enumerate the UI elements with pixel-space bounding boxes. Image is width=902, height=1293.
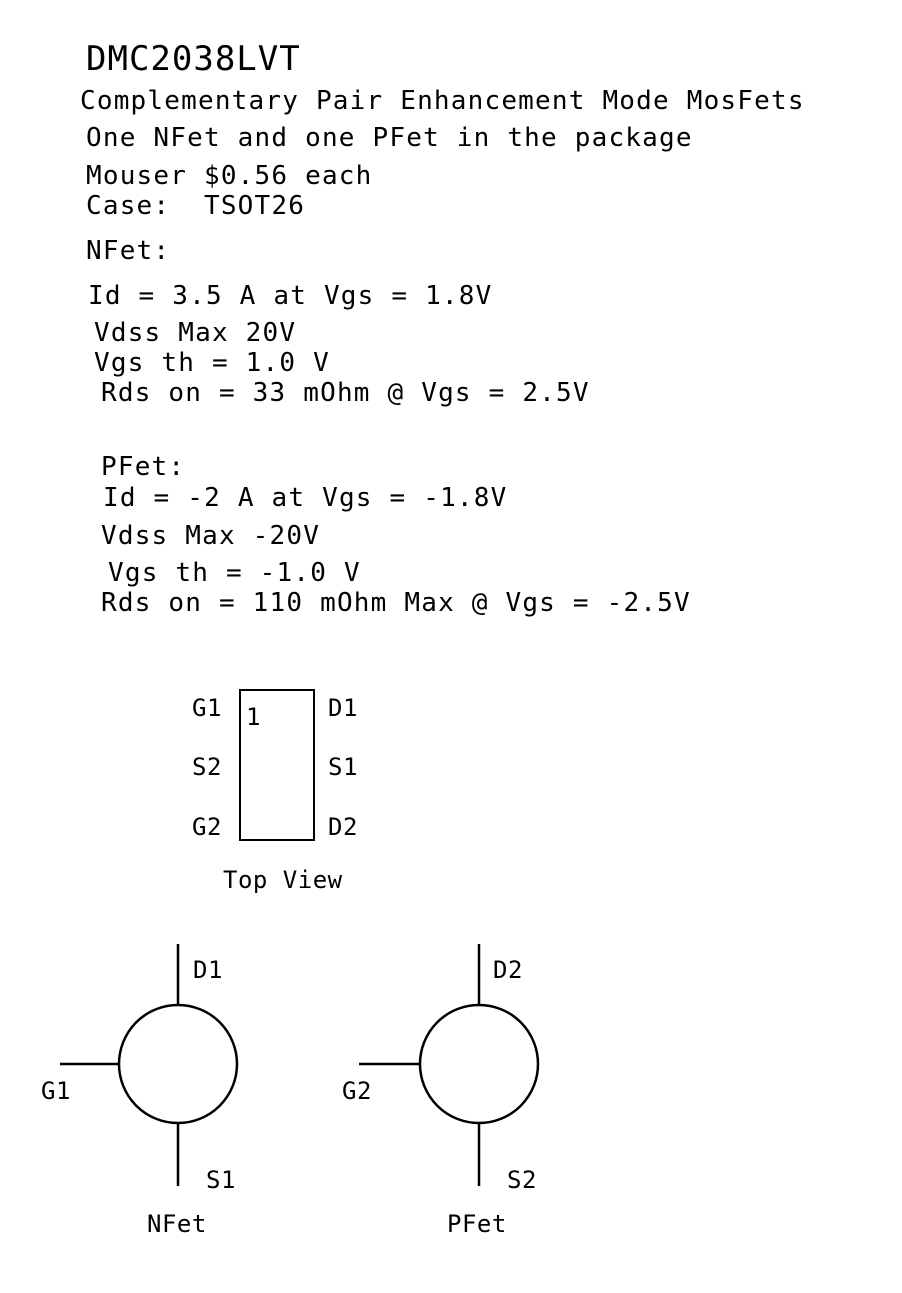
case-note: Case: TSOT26 (86, 191, 306, 221)
pfet-rds-on-spec: Rds on = 110 mOhm Max @ Vgs = -2.5V (101, 588, 691, 618)
pfet-vgs-th-spec: Vgs th = -1.0 V (108, 558, 361, 588)
package-pin-g2: G2 (192, 813, 222, 841)
nfet-vdss-spec: Vdss Max 20V (94, 318, 297, 348)
pin1-marker: 1 (246, 703, 261, 731)
pfet-body-circle (418, 1003, 540, 1125)
pfet-vdss-spec: Vdss Max -20V (101, 521, 321, 551)
pfet-source-label: S2 (507, 1166, 537, 1194)
package-pin-d1: D1 (328, 694, 358, 722)
part-description: Complementary Pair Enhancement Mode MosF… (80, 86, 805, 116)
nfet-id-spec: Id = 3.5 A at Vgs = 1.8V (88, 281, 493, 311)
package-outline (239, 689, 315, 841)
nfet-gate-label: G1 (41, 1077, 71, 1105)
nfet-drain-label: D1 (193, 956, 223, 984)
nfet-source-label: S1 (206, 1166, 236, 1194)
package-pin-s2: S2 (192, 753, 222, 781)
nfet-caption: NFet (147, 1210, 207, 1238)
package-pin-g1: G1 (192, 694, 222, 722)
package-caption: Top View (223, 866, 343, 894)
pfet-caption: PFet (447, 1210, 507, 1238)
pfet-heading: PFet: (101, 452, 186, 482)
package-pin-d2: D2 (328, 813, 358, 841)
pfet-drain-label: D2 (493, 956, 523, 984)
package-pin-s1: S1 (328, 753, 358, 781)
pfet-gate-label: G2 (342, 1077, 372, 1105)
nfet-body-circle (117, 1003, 239, 1125)
nfet-heading: NFet: (86, 236, 171, 266)
pfet-symbol (359, 944, 540, 1186)
nfet-rds-on-spec: Rds on = 33 mOhm @ Vgs = 2.5V (101, 378, 590, 408)
package-note: One NFet and one PFet in the package (86, 123, 693, 153)
price-note: Mouser $0.56 each (86, 161, 373, 191)
nfet-vgs-th-spec: Vgs th = 1.0 V (94, 348, 330, 378)
part-number: DMC2038LVT (86, 39, 301, 79)
pfet-id-spec: Id = -2 A at Vgs = -1.8V (103, 483, 508, 513)
nfet-symbol (60, 944, 239, 1186)
